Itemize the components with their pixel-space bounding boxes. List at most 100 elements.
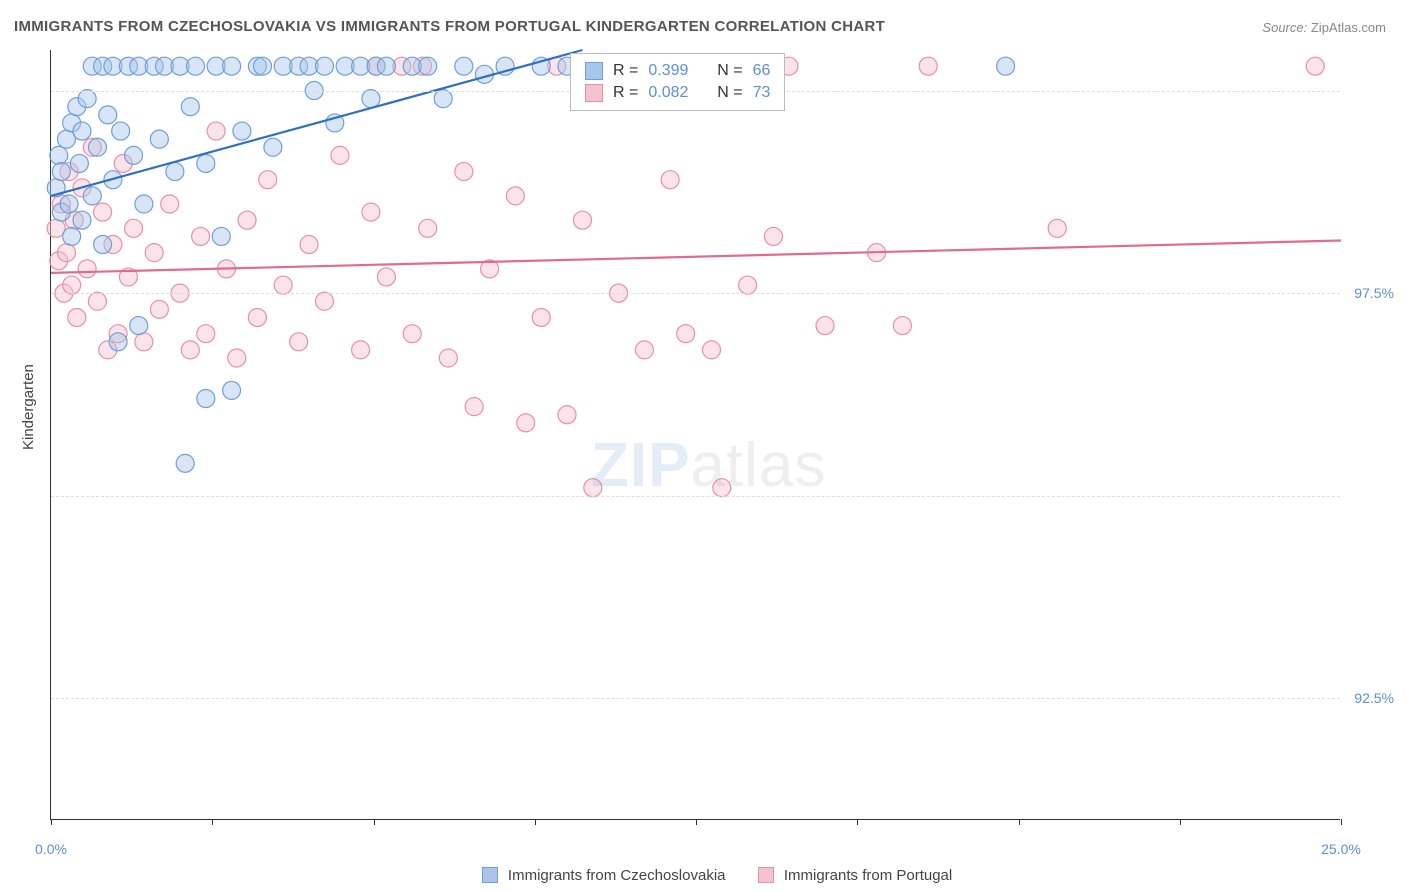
data-point xyxy=(254,57,272,75)
data-point xyxy=(135,195,153,213)
data-point xyxy=(207,122,225,140)
data-point xyxy=(455,163,473,181)
y-tick-label: 97.5% xyxy=(1354,285,1394,301)
data-point xyxy=(99,106,117,124)
y-tick-label: 92.5% xyxy=(1354,690,1394,706)
x-tick xyxy=(535,819,536,825)
watermark-bold: ZIP xyxy=(591,431,690,500)
data-point xyxy=(57,244,75,262)
data-point xyxy=(63,276,81,294)
data-point xyxy=(223,381,241,399)
data-point xyxy=(290,333,308,351)
data-point xyxy=(739,276,757,294)
data-point xyxy=(125,219,143,237)
data-point xyxy=(73,122,91,140)
data-point xyxy=(532,308,550,326)
data-point xyxy=(315,57,333,75)
data-point xyxy=(702,341,720,359)
data-point xyxy=(465,398,483,416)
data-point xyxy=(434,90,452,108)
gridline-h xyxy=(51,293,1340,294)
data-point xyxy=(455,57,473,75)
data-point xyxy=(109,333,127,351)
data-point xyxy=(94,236,112,254)
n-label: N = xyxy=(717,84,742,102)
n-value-portugal: 73 xyxy=(753,84,771,102)
watermark-rest: atlas xyxy=(690,431,826,500)
data-point xyxy=(315,292,333,310)
data-point xyxy=(78,90,96,108)
r-label: R = xyxy=(613,62,638,80)
x-tick-label: 0.0% xyxy=(35,841,67,857)
n-value-czech: 66 xyxy=(753,62,771,80)
data-point xyxy=(192,227,210,245)
data-point xyxy=(83,187,101,205)
x-tick xyxy=(1341,819,1342,825)
data-point xyxy=(176,454,194,472)
chart-title: IMMIGRANTS FROM CZECHOSLOVAKIA VS IMMIGR… xyxy=(14,18,885,35)
data-point xyxy=(112,122,130,140)
data-point xyxy=(181,341,199,359)
data-point xyxy=(517,414,535,432)
data-point xyxy=(228,349,246,367)
data-point xyxy=(635,341,653,359)
data-point xyxy=(70,154,88,172)
data-point xyxy=(52,163,70,181)
data-point xyxy=(145,244,163,262)
data-point xyxy=(181,98,199,116)
swatch-czech xyxy=(585,62,603,80)
data-point xyxy=(419,219,437,237)
data-point xyxy=(352,341,370,359)
data-point xyxy=(73,211,91,229)
data-point xyxy=(238,211,256,229)
legend-swatch-czech xyxy=(482,867,498,883)
data-point xyxy=(135,333,153,351)
data-point xyxy=(362,203,380,221)
data-point xyxy=(63,227,81,245)
data-point xyxy=(223,57,241,75)
x-tick xyxy=(1180,819,1181,825)
data-point xyxy=(403,325,421,343)
data-point xyxy=(300,236,318,254)
data-point xyxy=(573,211,591,229)
plot-area: ZIPatlas 92.5%97.5%0.0%25.0% xyxy=(50,50,1340,820)
n-label: N = xyxy=(717,62,742,80)
data-point xyxy=(997,57,1015,75)
legend-bottom: Immigrants from Czechoslovakia Immigrant… xyxy=(0,867,1406,884)
data-point xyxy=(816,317,834,335)
data-point xyxy=(88,292,106,310)
data-point xyxy=(125,146,143,164)
data-point xyxy=(506,187,524,205)
y-axis-title: Kindergarten xyxy=(20,364,37,450)
source-label: Source: xyxy=(1262,20,1307,35)
r-value-portugal: 0.082 xyxy=(648,84,688,102)
x-tick-label: 25.0% xyxy=(1321,841,1361,857)
data-point xyxy=(259,171,277,189)
data-point xyxy=(233,122,251,140)
data-point xyxy=(197,390,215,408)
stats-row-portugal: R = 0.082 N = 73 xyxy=(585,82,770,104)
data-point xyxy=(377,57,395,75)
x-tick xyxy=(212,819,213,825)
data-point xyxy=(60,195,78,213)
data-point xyxy=(130,317,148,335)
data-point xyxy=(764,227,782,245)
data-point xyxy=(677,325,695,343)
trend-line xyxy=(51,240,1341,272)
data-point xyxy=(186,57,204,75)
data-point xyxy=(94,203,112,221)
data-point xyxy=(362,90,380,108)
data-point xyxy=(893,317,911,335)
data-point xyxy=(161,195,179,213)
data-point xyxy=(274,276,292,294)
x-tick xyxy=(857,819,858,825)
data-point xyxy=(150,130,168,148)
data-point xyxy=(419,57,437,75)
data-point xyxy=(197,325,215,343)
data-point xyxy=(212,227,230,245)
data-point xyxy=(150,300,168,318)
data-point xyxy=(377,268,395,286)
data-point xyxy=(919,57,937,75)
data-point xyxy=(558,406,576,424)
data-point xyxy=(88,138,106,156)
